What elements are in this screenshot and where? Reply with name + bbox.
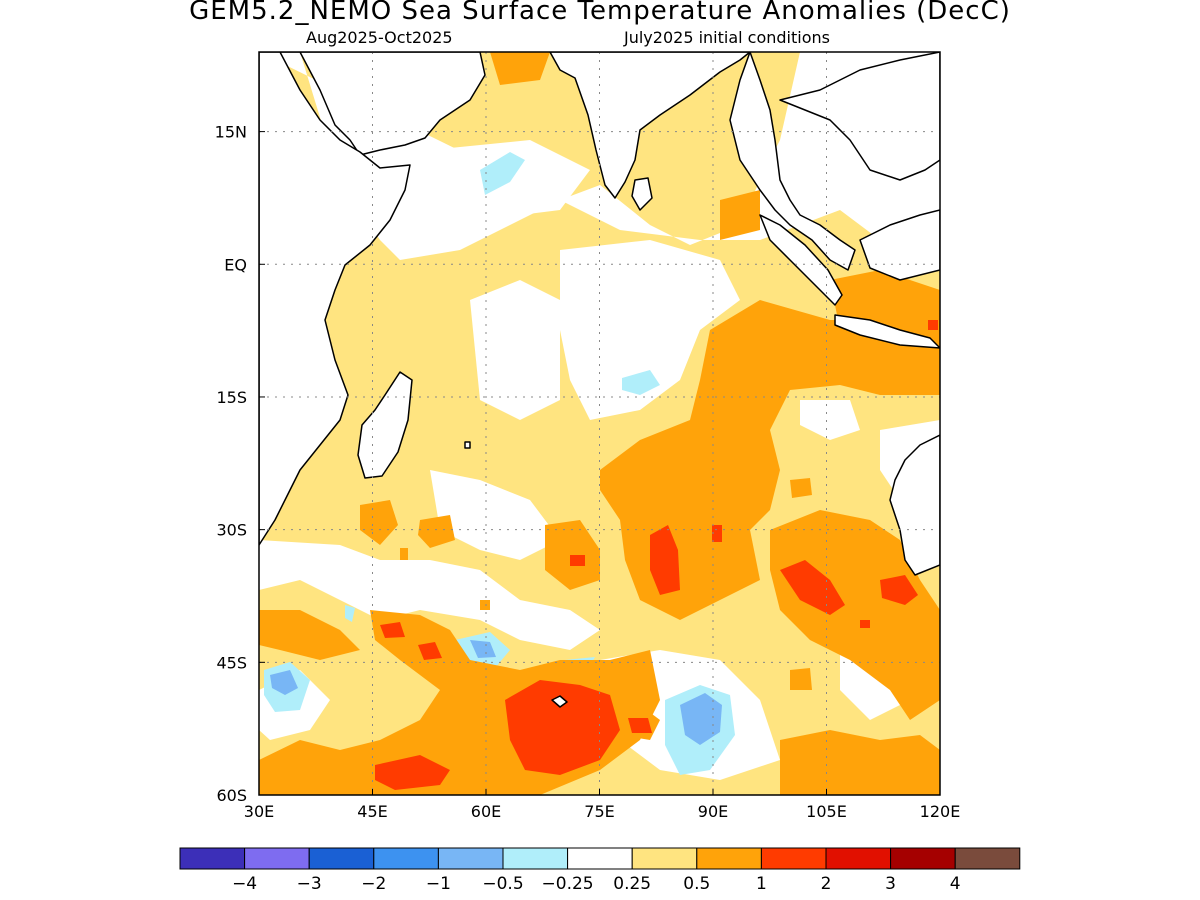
colorbar-label: 2 <box>821 874 832 894</box>
southeast-asia <box>729 52 856 271</box>
lon-tick-label: 120E <box>920 802 961 821</box>
colorbar-swatch <box>760 847 827 870</box>
colorbar-swatch <box>373 847 439 870</box>
sumatra <box>759 214 843 306</box>
colorbar-label: 0.5 <box>683 874 710 894</box>
colorbar-label: 4 <box>950 874 961 894</box>
indochina-east <box>779 52 940 181</box>
colorbar-label: 1 <box>756 874 767 894</box>
lon-tick-label: 105E <box>806 802 847 821</box>
strong-warm-regions <box>375 320 938 790</box>
sri-lanka <box>631 177 653 211</box>
colorbar-label: −1 <box>426 874 451 894</box>
lon-tick-label: 90E <box>698 802 728 821</box>
colorbar-swatch <box>179 847 246 870</box>
colorbar-swatch <box>567 847 633 870</box>
arabian-peninsula <box>259 52 486 156</box>
colorbar-label: −0.5 <box>482 874 523 894</box>
lat-tick-label: EQ <box>224 255 247 274</box>
borneo <box>859 209 940 281</box>
colorbar-label: −4 <box>232 874 257 894</box>
lon-tick-label: 60E <box>471 802 501 821</box>
colorbar-label: −0.25 <box>542 874 594 894</box>
warm-anomaly-regions <box>259 52 940 795</box>
lat-tick-label: 15S <box>216 388 247 407</box>
colorbar-label: 0.25 <box>613 874 651 894</box>
neutral-regions <box>259 52 940 780</box>
indian-subcontinent <box>549 52 751 199</box>
moderate-cool-regions <box>270 640 722 745</box>
colorbar-swatch <box>244 847 310 870</box>
map-title: GEM5.2_NEMO Sea Surface Temperature Anom… <box>189 0 1011 26</box>
colorbar-swatch <box>890 847 956 870</box>
kerguelen <box>551 695 568 708</box>
lat-tick-label: 15N <box>215 123 247 142</box>
forecast-period: Aug2025-Oct2025 <box>306 28 453 47</box>
colorbar: −4 −3 −2 −1 −0.5 −0.25 0.25 0.5 1 2 3 4 <box>179 847 1021 894</box>
lat-tick-label: 30S <box>216 521 247 540</box>
lon-tick-label: 45E <box>357 802 387 821</box>
mauritius <box>464 441 471 449</box>
anomaly-field <box>259 52 940 795</box>
colorbar-swatch <box>437 847 504 870</box>
madagascar <box>357 371 413 479</box>
land-mask <box>259 52 940 708</box>
lat-tick-label: 60S <box>216 786 247 805</box>
colorbar-swatch <box>631 847 698 870</box>
java <box>834 314 940 349</box>
colorbar-label: −3 <box>297 874 322 894</box>
lon-tick-label: 30E <box>244 802 274 821</box>
colorbar-swatch <box>825 847 892 870</box>
lat-tick-label: 45S <box>216 653 247 672</box>
colorbar-swatch <box>502 847 569 870</box>
initial-conditions-label: July2025 initial conditions <box>624 28 830 47</box>
gridlines <box>259 52 940 795</box>
africa-east-coast <box>259 52 411 546</box>
colorbar-swatch <box>696 847 762 870</box>
colorbar-swatch <box>954 847 1021 870</box>
australia-west <box>889 434 940 576</box>
colorbar-label: 3 <box>885 874 896 894</box>
axis-labels: 30E 45E 60E 75E 90E 105E 120E 15N EQ 15S 30S 45S 60S <box>215 123 961 821</box>
colorbar-label: −2 <box>361 874 386 894</box>
lon-tick-label: 75E <box>584 802 614 821</box>
colorbar-swatch <box>308 847 375 870</box>
